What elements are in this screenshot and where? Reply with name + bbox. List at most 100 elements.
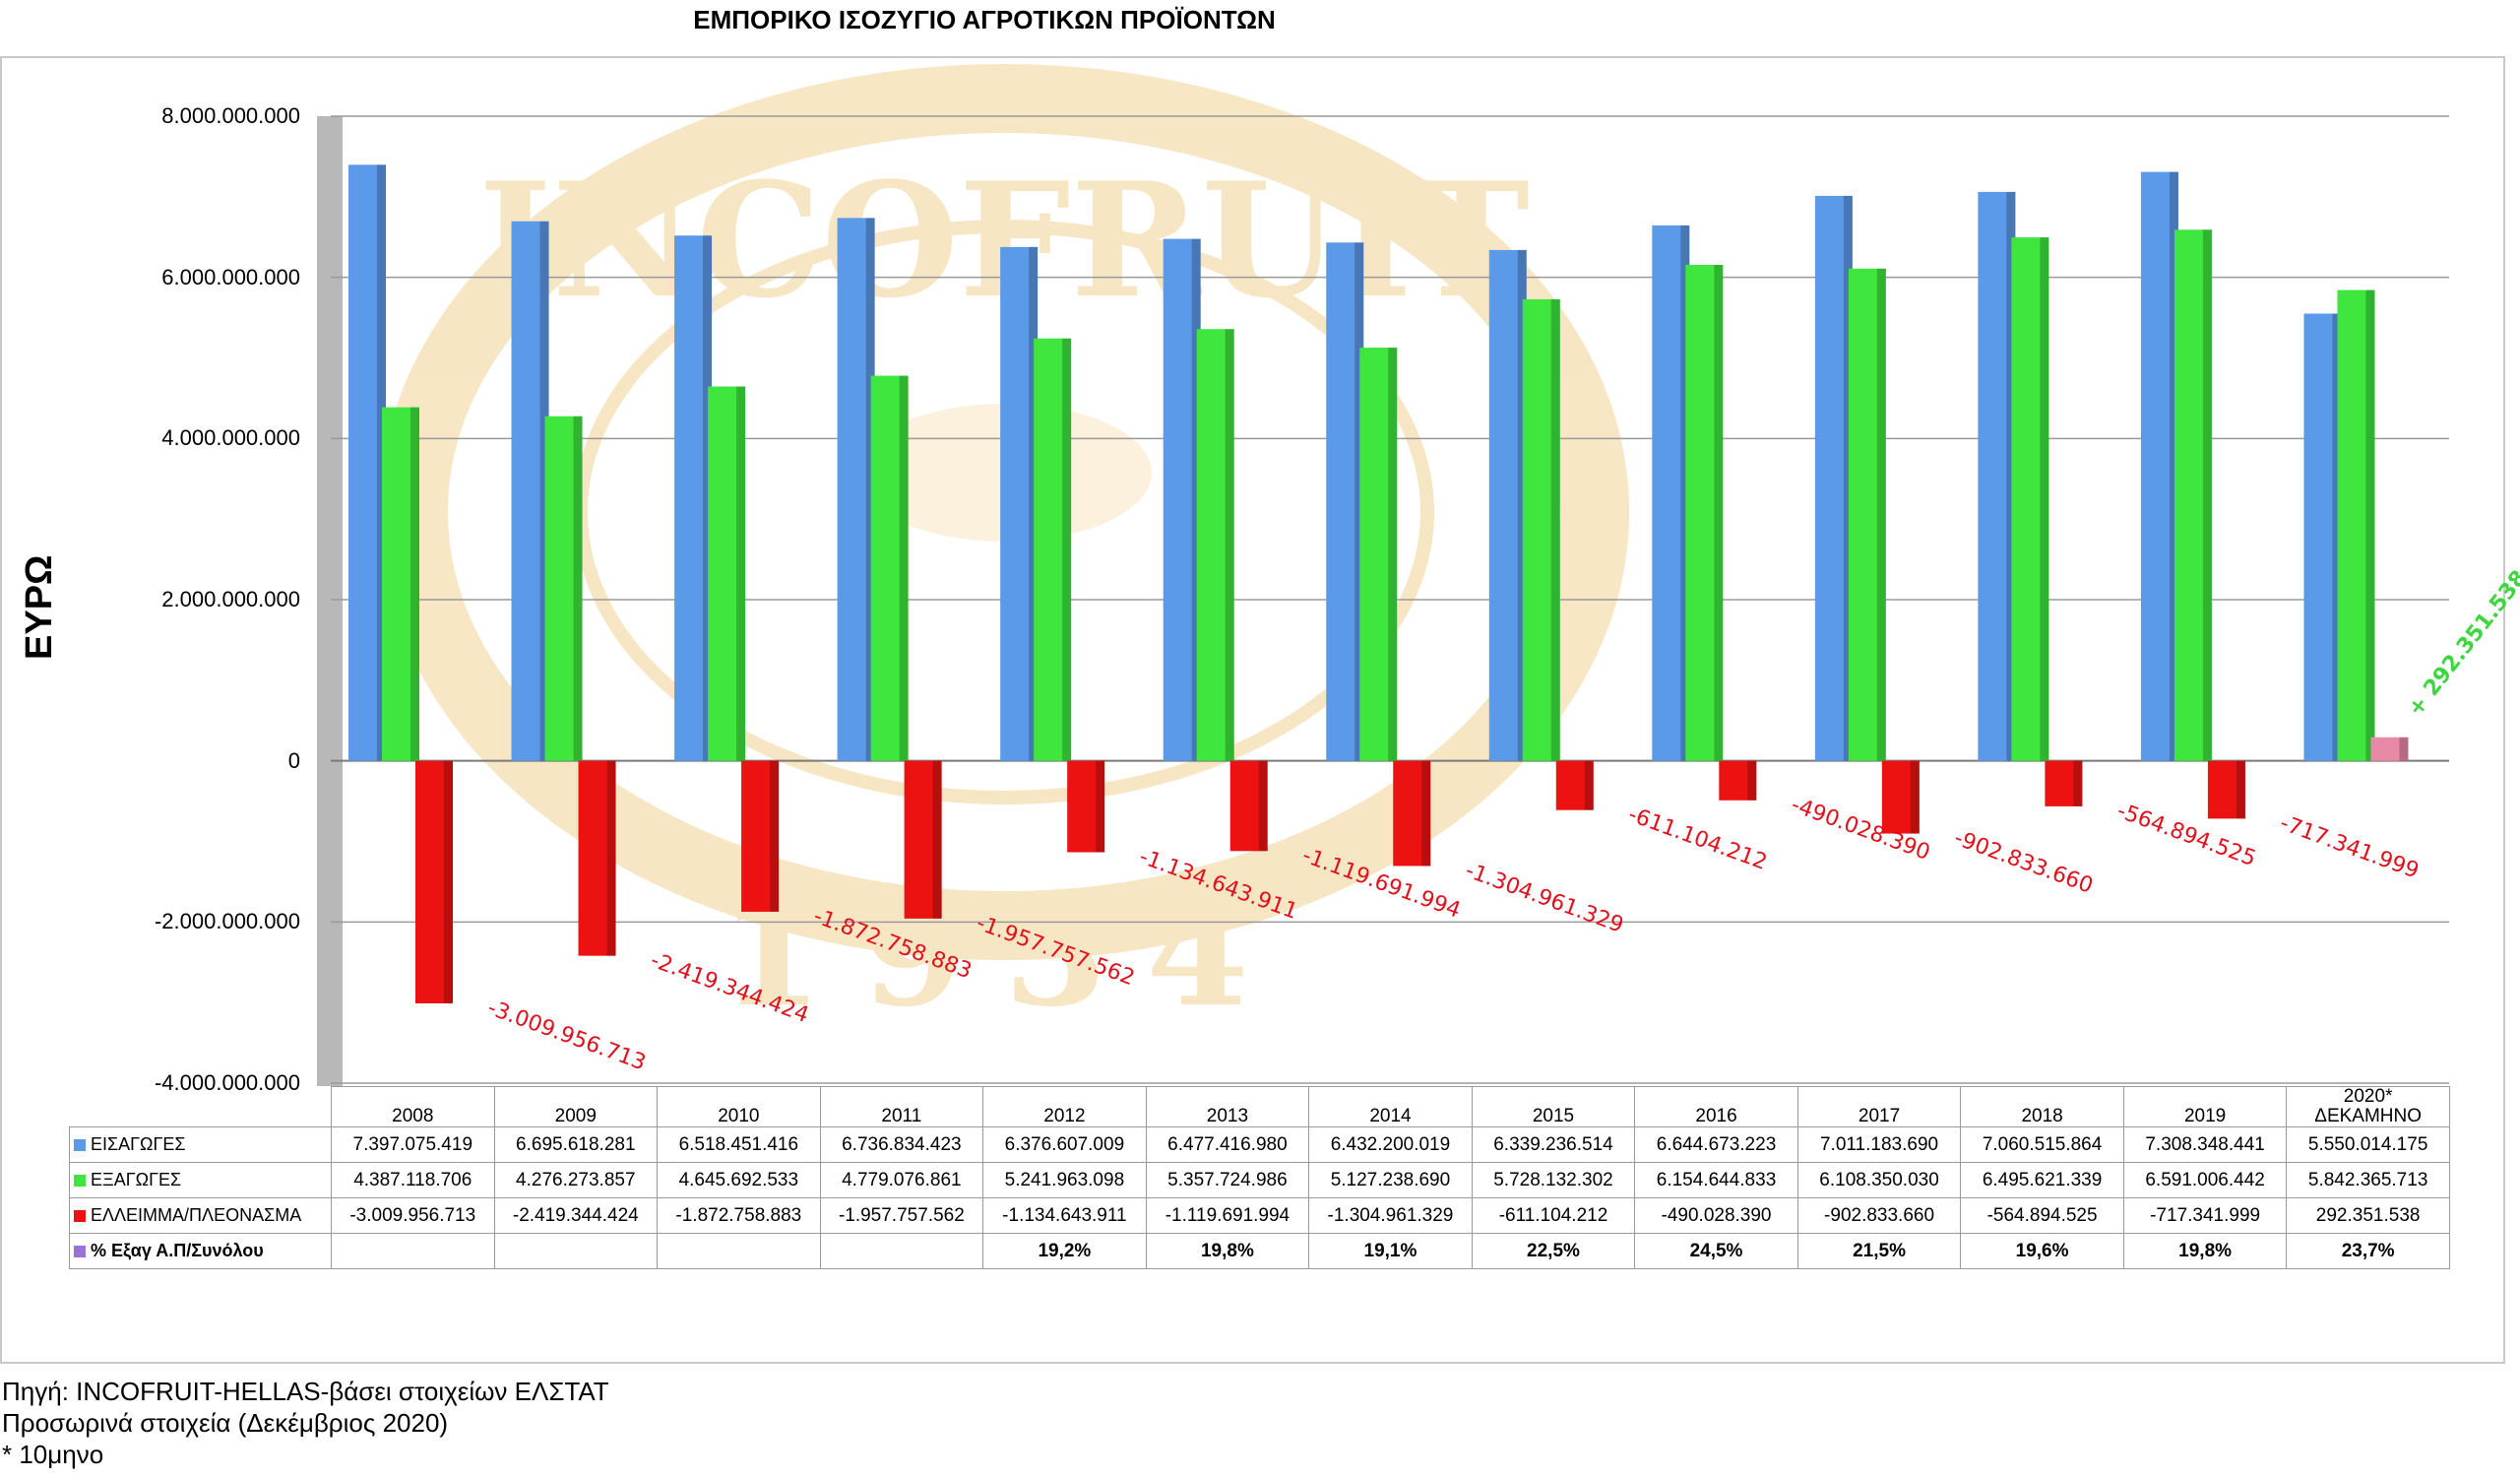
footnote-ten-month: * 10μηνο	[2, 1440, 104, 1469]
legend-swatch	[74, 1246, 86, 1258]
table-row-label: ΕΙΣΑΓΩΓΕΣ	[69, 1126, 332, 1163]
table-cell: 5.127.238.690	[1308, 1162, 1473, 1198]
table-header-year: 2008	[331, 1086, 495, 1127]
table-row: ΕΛΛΕΙΜΜΑ/ΠΛΕΟΝΑΣΜΑ -3.009.956.713 -2.419.3…	[69, 1197, 2450, 1234]
footnotes: Πηγή: INCOFRUIT-HELLAS-βάσει στοιχείων Ε…	[2, 1376, 609, 1470]
legend-swatch	[74, 1139, 86, 1152]
balance-bar	[578, 760, 616, 956]
balance-value-label: -611.104.212	[1625, 803, 1771, 875]
table-cell: -902.833.660	[1796, 1197, 1962, 1234]
balance-bar	[415, 760, 453, 1003]
table-cell: 6.695.618.281	[493, 1126, 659, 1163]
table-cell: 21,5%	[1796, 1233, 1962, 1269]
table-header-year: 2018	[1960, 1086, 2124, 1127]
table-cell: 6.154.644.833	[1634, 1162, 1798, 1198]
legend-swatch	[74, 1175, 86, 1188]
balance-bar	[1229, 760, 1268, 852]
y-axis-label: ΕΥΡΩ	[19, 554, 60, 660]
chart-title: ΕΜΠΟΡΙΚΟ ΙΣΟΖΥΓΙΟ ΑΓΡΟΤΙΚΩΝ ΠΡΟΪΟΝΤΩΝ	[693, 5, 1276, 34]
table-cell: 19,6%	[1960, 1233, 2124, 1269]
table-cell	[493, 1233, 659, 1269]
footnote-source: Πηγή: INCOFRUIT-HELLAS-βάσει στοιχείων Ε…	[2, 1377, 609, 1406]
table-row-label: % Εξαγ Α.Π/Συνόλου	[69, 1233, 332, 1269]
table-header-year: 2019	[2122, 1086, 2288, 1127]
imports-bar	[348, 164, 386, 761]
exports-bar	[2174, 229, 2212, 761]
table-cell: 19,1%	[1308, 1233, 1473, 1269]
table-cell: 4.779.076.861	[819, 1162, 984, 1198]
table-cell: -1.119.691.994	[1145, 1197, 1310, 1234]
balance-bar	[2370, 737, 2409, 761]
exports-bar	[870, 375, 909, 761]
table-cell	[331, 1233, 495, 1269]
table-cell	[657, 1233, 821, 1269]
footnote-provisional: Προσωρινά στοιχεία (Δεκέμβριος 2020)	[2, 1408, 449, 1438]
chart-plot: INCOFRUIT 1934 -3.009.956.713-2.419.344.…	[317, 64, 2520, 1086]
exports-bar	[1522, 298, 1560, 761]
y-tick-label: 4.000.000.000	[161, 425, 300, 451]
table-header-year: 2020* ΔΕΚΑΜΗΝΟ	[2286, 1086, 2450, 1127]
y-tick-label: 2.000.000.000	[161, 587, 300, 611]
exports-bar	[2011, 237, 2049, 761]
exports-bar	[1848, 268, 1886, 761]
balance-value-label: -902.833.660	[1951, 826, 2097, 899]
table-cell: 4.387.118.706	[331, 1162, 495, 1198]
table-cell: -1.957.757.562	[819, 1197, 984, 1234]
table-cell: 5.357.724.986	[1145, 1162, 1310, 1198]
table-cell: -564.894.525	[1960, 1197, 2124, 1234]
table-header-year: 2017	[1796, 1086, 1962, 1127]
table-cell	[819, 1233, 984, 1269]
data-table: 2008 2009 2010 2011 2012 2013 2014 2015 2016 2017…	[69, 1086, 2450, 1269]
imports-bar	[2303, 313, 2342, 761]
y-tick-label: 6.000.000.000	[161, 264, 300, 289]
table-cell: 24,5%	[1634, 1233, 1798, 1269]
table-header-year: 2009	[493, 1086, 659, 1127]
table-cell: 6.376.607.009	[982, 1126, 1147, 1163]
imports-bar	[1000, 246, 1039, 761]
exports-bar	[708, 386, 746, 761]
table-cell: 6.644.673.223	[1634, 1126, 1798, 1163]
table-cell: 4.276.273.857	[493, 1162, 659, 1198]
chart-frame	[0, 56, 2505, 1364]
balance-bar	[2045, 760, 2083, 806]
table-cell: -717.341.999	[2122, 1197, 2288, 1234]
table-row-label: ΕΞΑΓΩΓΕΣ	[69, 1162, 332, 1198]
exports-bar	[544, 416, 583, 761]
table-header-year: 2010	[657, 1086, 821, 1127]
table-row: % Εξαγ Α.Π/Συνόλου 19,2% 19,8% 19,1% 22,5% 24…	[69, 1233, 2450, 1269]
imports-bar	[1652, 225, 1690, 761]
balance-value-label: + 292.351.538	[2403, 566, 2520, 722]
exports-bar	[1196, 329, 1234, 761]
table-cell: -1.872.758.883	[657, 1197, 821, 1234]
table-header-year: 2012	[982, 1086, 1147, 1127]
table-cell: -1.134.643.911	[982, 1197, 1147, 1234]
imports-bar	[1814, 195, 1853, 761]
imports-bar	[1326, 242, 1364, 761]
table-cell: 19,2%	[982, 1233, 1147, 1269]
imports-bar	[1488, 249, 1527, 761]
balance-bar	[904, 760, 942, 919]
table-cell: 19,8%	[1145, 1233, 1310, 1269]
table-header-year: 2015	[1471, 1086, 1636, 1127]
table-cell: -1.304.961.329	[1308, 1197, 1473, 1234]
table-header-year: 2016	[1634, 1086, 1798, 1127]
table-header-year: 2014	[1308, 1086, 1473, 1127]
balance-value-label: -717.341.999	[2277, 811, 2423, 884]
table-cell: 6.108.350.030	[1796, 1162, 1962, 1198]
y-tick-label: -2.000.000.000	[154, 909, 300, 934]
table-cell: -490.028.390	[1634, 1197, 1798, 1234]
table-cell: 23,7%	[2286, 1233, 2450, 1269]
table-cell: 6.477.416.980	[1145, 1126, 1310, 1163]
imports-bar	[837, 218, 875, 761]
balance-bar	[741, 760, 780, 912]
balance-bar	[2207, 760, 2245, 819]
table-corner	[70, 1087, 332, 1127]
y-tick-label: 0	[287, 747, 300, 773]
balance-bar	[1555, 760, 1594, 810]
table-cell: 7.397.075.419	[331, 1126, 495, 1163]
y-tick-label: -4.000.000.000	[154, 1070, 300, 1095]
exports-bar	[1359, 348, 1398, 761]
table-cell: 6.495.621.339	[1960, 1162, 2124, 1198]
imports-bar	[511, 221, 549, 761]
exports-bar	[1034, 338, 1072, 761]
